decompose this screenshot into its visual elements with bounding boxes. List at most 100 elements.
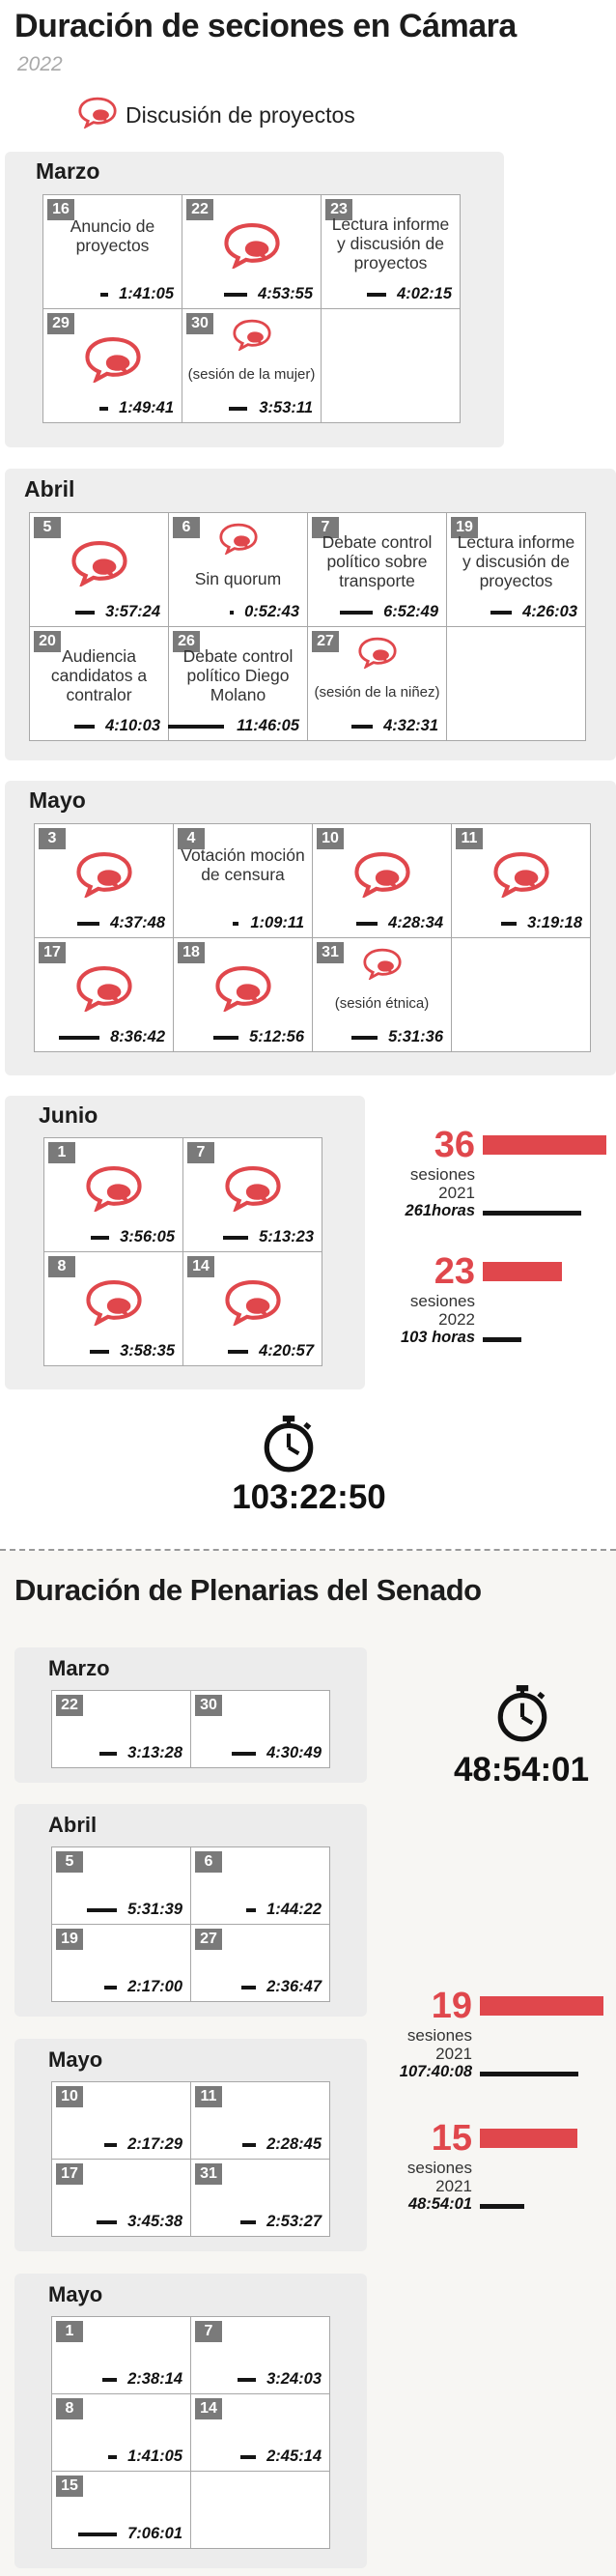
duration-bar	[240, 2455, 256, 2459]
duration-label: 4:53:55	[258, 285, 313, 302]
day-number: 18	[178, 942, 205, 963]
day-number: 31	[317, 942, 344, 963]
sessions-label: sesiones	[406, 2026, 472, 2045]
speech-bubble-icon	[357, 637, 398, 673]
day-description: Sin quorum	[194, 569, 282, 588]
day-number: 7	[187, 1142, 214, 1163]
speech-bubble-icon	[232, 319, 272, 356]
duration-bar	[238, 2378, 256, 2382]
month-grid: 22 3:13:28 30 4:30:49	[51, 1690, 330, 1768]
day-description: (sesión de la mujer)	[187, 366, 316, 383]
duration-label: 3:19:18	[527, 914, 582, 931]
speech-bubble-icon	[83, 336, 143, 387]
senado-title: Duración de Plenarias del Senado	[14, 1573, 482, 1607]
day-cell: 1 3:56:05	[44, 1138, 183, 1252]
duration-bar	[340, 611, 373, 615]
day-number: 30	[186, 313, 213, 334]
day-number: 27	[195, 1929, 222, 1950]
hours-label: 261horas	[405, 1202, 475, 1219]
day-number: 6	[195, 1851, 222, 1873]
duration-label: 6:52:49	[383, 603, 438, 620]
duration-bar	[104, 2143, 117, 2147]
day-cell: 3 4:37:48	[35, 824, 174, 938]
empty-cell	[452, 938, 591, 1052]
duration-label: 5:13:23	[259, 1228, 314, 1245]
speech-bubble-icon	[70, 540, 129, 591]
duration-label: 4:26:03	[522, 603, 577, 620]
duration-bar	[75, 611, 95, 615]
hours-bar	[483, 1211, 581, 1216]
day-cell: 17 8:36:42	[35, 938, 174, 1052]
day-cell: 11 2:28:45	[191, 2082, 330, 2160]
day-cell: 14 4:20:57	[183, 1252, 322, 1366]
month-grid: 1 2:38:14 7 3:24:03 8 1:41:05 14 2:45:14 15 7:06:…	[51, 2316, 330, 2549]
day-cell: 22 4:53:55	[182, 195, 322, 309]
duration-label: 1:49:41	[119, 399, 174, 416]
day-description: Debate control político Diego Molano	[182, 646, 294, 704]
duration-label: 1:09:11	[250, 914, 304, 931]
duration-label: 3:45:38	[127, 2213, 182, 2230]
duration-label: 3:13:28	[127, 1744, 182, 1761]
day-cell: 16 Anuncio de proyectos 1:41:05	[43, 195, 182, 309]
duration-bar	[74, 725, 95, 729]
day-cell: 10 4:28:34	[313, 824, 452, 938]
duration-bar	[242, 2143, 256, 2147]
day-number: 15	[56, 2476, 83, 2497]
day-cell: 18 5:12:56	[174, 938, 313, 1052]
duration-bar	[228, 1350, 248, 1354]
day-number: 8	[56, 2398, 83, 2419]
day-number: 16	[47, 199, 74, 220]
duration-label: 4:20:57	[259, 1342, 314, 1360]
duration-bar	[108, 2455, 117, 2459]
year-label: 2021	[438, 1184, 475, 1202]
legend: Discusión de proyectos	[77, 97, 355, 134]
day-number: 7	[195, 2321, 222, 2342]
day-cell: 30 4:30:49	[191, 1691, 330, 1768]
day-cell: 23 Lectura informe y discusión de proyect…	[322, 195, 461, 309]
speech-bubble-icon	[213, 965, 273, 1016]
duration-bar	[99, 407, 108, 411]
duration-bar	[224, 293, 247, 297]
duration-label: 4:30:49	[266, 1744, 322, 1761]
duration-label: 4:28:34	[388, 914, 443, 931]
duration-label: 2:28:45	[266, 2135, 322, 2153]
day-cell: 5 3:57:24	[30, 513, 169, 627]
year-label: 2021	[435, 2045, 472, 2063]
sessions-bar	[483, 1262, 562, 1281]
speech-bubble-icon	[223, 1279, 283, 1331]
day-number: 17	[56, 2163, 83, 2185]
day-description: Audiencia candidatos a contralor	[50, 646, 148, 704]
day-cell: 27 (sesión de la niñez) 4:32:31	[308, 627, 447, 741]
month-grid: 5 5:31:39 6 1:44:22 19 2:17:00 27 2:36:47	[51, 1846, 330, 2002]
hours-bar	[483, 1337, 521, 1342]
duration-label: 7:06:01	[127, 2525, 182, 2542]
duration-bar	[91, 1236, 109, 1240]
hours-label: 103 horas	[400, 1329, 475, 1346]
duration-bar	[232, 1752, 256, 1756]
duration-label: 3:24:03	[266, 2370, 322, 2388]
speech-bubble-icon	[222, 222, 282, 273]
day-number: 31	[195, 2163, 222, 2185]
duration-bar	[367, 293, 386, 297]
duration-label: 4:37:48	[110, 914, 165, 931]
day-cell: 27 2:36:47	[191, 1925, 330, 2002]
duration-bar	[59, 1036, 99, 1040]
month-label: Mayo	[29, 787, 86, 813]
day-number: 22	[186, 199, 213, 220]
duration-label: 2:17:00	[127, 1978, 182, 1995]
duration-bar	[102, 2378, 117, 2382]
legend-label: Discusión de proyectos	[126, 102, 355, 128]
day-cell: 7 5:13:23	[183, 1138, 322, 1252]
duration-label: 2:53:27	[266, 2213, 322, 2230]
month-grid: 3 4:37:48 4 Votación moción de censura 1:09:…	[34, 823, 591, 1052]
duration-bar	[229, 407, 247, 411]
day-number: 5	[34, 517, 61, 538]
day-cell: 30 (sesión de la mujer) 3:53:11	[182, 309, 322, 423]
month-label: Mayo	[48, 2047, 103, 2072]
duration-label: 4:32:31	[383, 717, 438, 734]
hours-bar	[480, 2204, 524, 2209]
day-number: 5	[56, 1851, 83, 1873]
month-label: Marzo	[48, 1656, 110, 1680]
duration-label: 2:36:47	[266, 1978, 322, 1995]
day-description: Lectura informe y discusión de proyectos	[331, 215, 450, 272]
